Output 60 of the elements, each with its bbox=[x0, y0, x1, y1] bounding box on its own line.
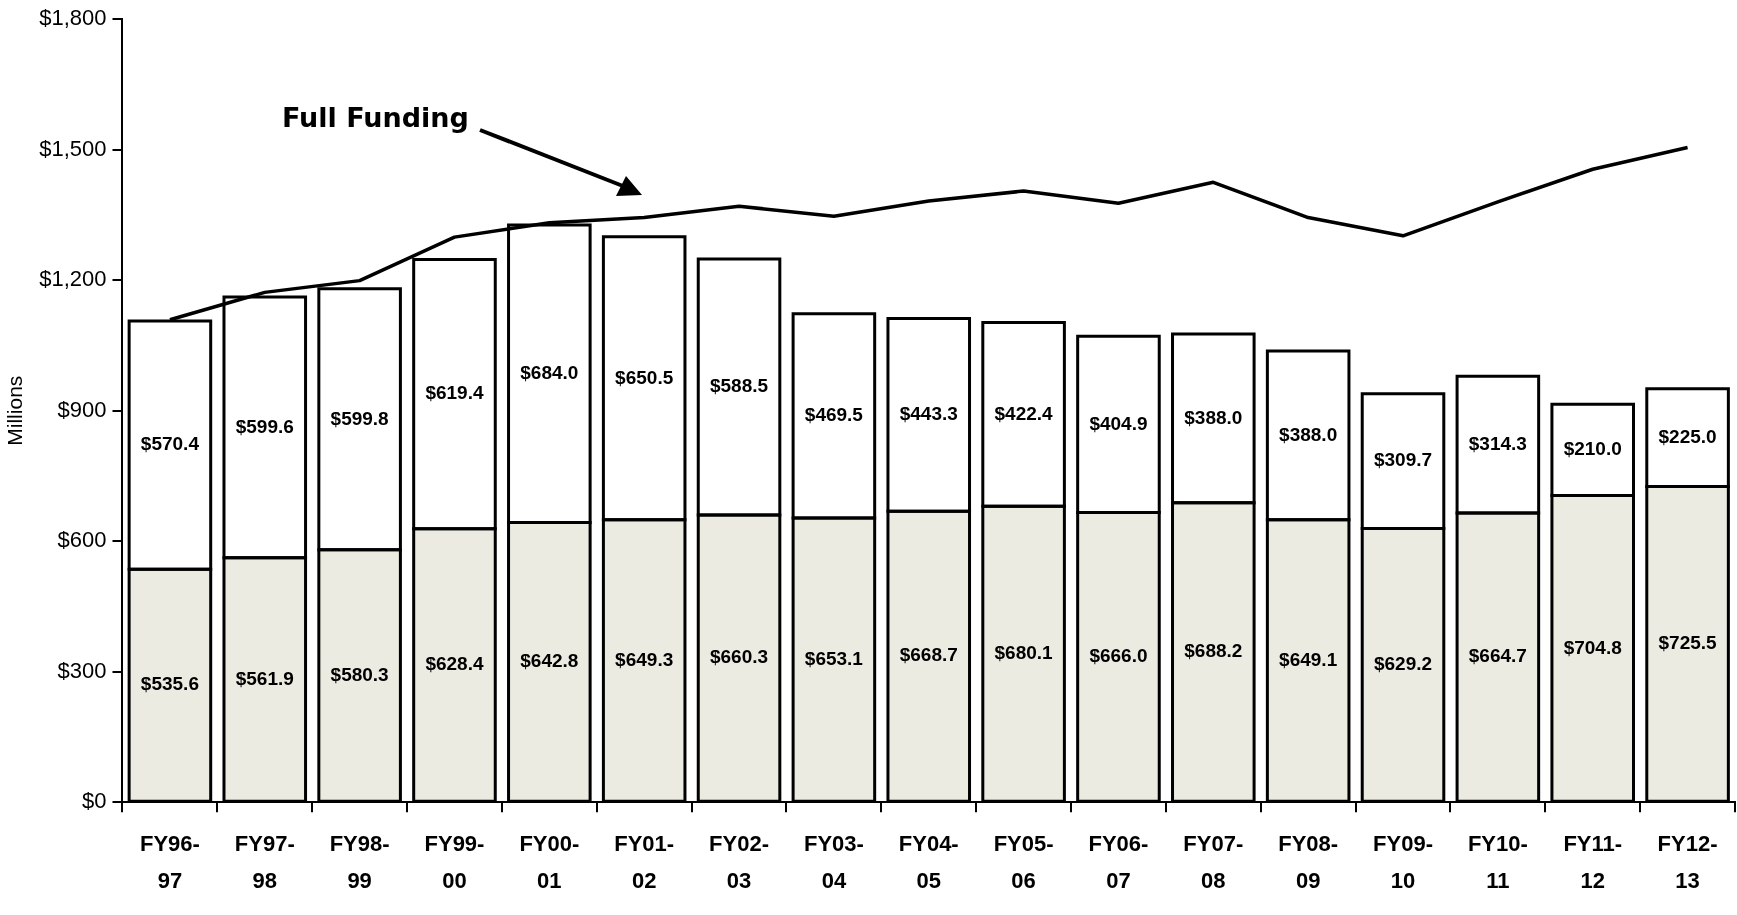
x-tick-label: FY10-11 bbox=[1467, 830, 1528, 894]
x-tick-label: FY03-04 bbox=[803, 830, 864, 894]
y-tick-label: $300 bbox=[57, 657, 107, 683]
x-tick-label: FY96-97 bbox=[139, 830, 200, 894]
data-label: $688.2 bbox=[1184, 640, 1243, 662]
data-label: $660.3 bbox=[709, 646, 769, 668]
data-label: $704.8 bbox=[1563, 636, 1622, 658]
x-tick-label: FY08-09 bbox=[1278, 830, 1339, 894]
x-tick-label: FY05-06 bbox=[993, 830, 1054, 894]
data-label: $599.6 bbox=[235, 415, 294, 437]
x-tick-label: FY09-10 bbox=[1373, 830, 1433, 894]
data-label: $653.1 bbox=[804, 647, 864, 669]
data-label: $314.3 bbox=[1468, 432, 1527, 454]
x-tick-label: FY00-01 bbox=[519, 830, 580, 894]
data-label: $469.5 bbox=[804, 404, 864, 426]
x-tick-label: FY98-99 bbox=[329, 830, 390, 894]
data-label: $664.7 bbox=[1468, 645, 1527, 667]
data-label: $684.0 bbox=[520, 362, 579, 384]
data-label: $388.0 bbox=[1184, 406, 1243, 428]
x-tick-label: FY97-98 bbox=[234, 830, 295, 894]
data-label: $666.0 bbox=[1089, 645, 1148, 667]
data-label: $680.1 bbox=[994, 642, 1054, 664]
y-tick-label: $1,200 bbox=[39, 266, 107, 292]
data-label: $642.8 bbox=[520, 650, 579, 672]
data-label: $580.3 bbox=[330, 663, 389, 685]
x-tick-label: FY04-05 bbox=[898, 830, 959, 894]
data-label: $650.5 bbox=[615, 366, 674, 388]
x-tick-label: FY02-03 bbox=[709, 830, 769, 894]
data-label: $422.4 bbox=[994, 402, 1054, 424]
data-label: $561.9 bbox=[235, 667, 294, 689]
x-tick-label: FY99-00 bbox=[424, 830, 485, 894]
data-label: $649.1 bbox=[1279, 648, 1338, 670]
data-label: $668.7 bbox=[899, 644, 958, 666]
data-label: $649.3 bbox=[615, 648, 674, 670]
y-tick-label: $900 bbox=[57, 396, 107, 422]
x-tick-label: FY06-07 bbox=[1088, 830, 1149, 894]
annotation: Full Funding bbox=[282, 102, 469, 134]
y-axis-title: Millions bbox=[3, 375, 27, 446]
data-label: $225.0 bbox=[1658, 425, 1717, 447]
x-tick-label: FY12-13 bbox=[1657, 830, 1718, 894]
data-label: $619.4 bbox=[425, 382, 484, 404]
data-label: $628.4 bbox=[425, 653, 484, 675]
data-label: $570.4 bbox=[140, 433, 200, 455]
x-tick-label: FY07-08 bbox=[1183, 830, 1244, 894]
y-tick-label: $600 bbox=[57, 527, 107, 553]
data-label: $588.5 bbox=[709, 375, 769, 397]
data-label: $404.9 bbox=[1089, 412, 1148, 434]
x-tick-label: FY01-02 bbox=[614, 830, 675, 894]
y-tick-label: $1,800 bbox=[39, 5, 107, 31]
data-label: $535.6 bbox=[140, 673, 199, 695]
data-label: $388.0 bbox=[1279, 423, 1338, 445]
data-label: $210.0 bbox=[1563, 438, 1622, 460]
data-label: $443.3 bbox=[899, 403, 958, 425]
y-tick-label: $1,500 bbox=[39, 135, 107, 161]
x-tick-label: FY11-12 bbox=[1563, 830, 1623, 894]
data-label: $725.5 bbox=[1658, 632, 1718, 654]
data-label: $629.2 bbox=[1373, 653, 1433, 675]
data-label: $599.8 bbox=[330, 407, 389, 429]
y-tick-label: $0 bbox=[82, 788, 107, 814]
data-label: $309.7 bbox=[1373, 449, 1433, 471]
